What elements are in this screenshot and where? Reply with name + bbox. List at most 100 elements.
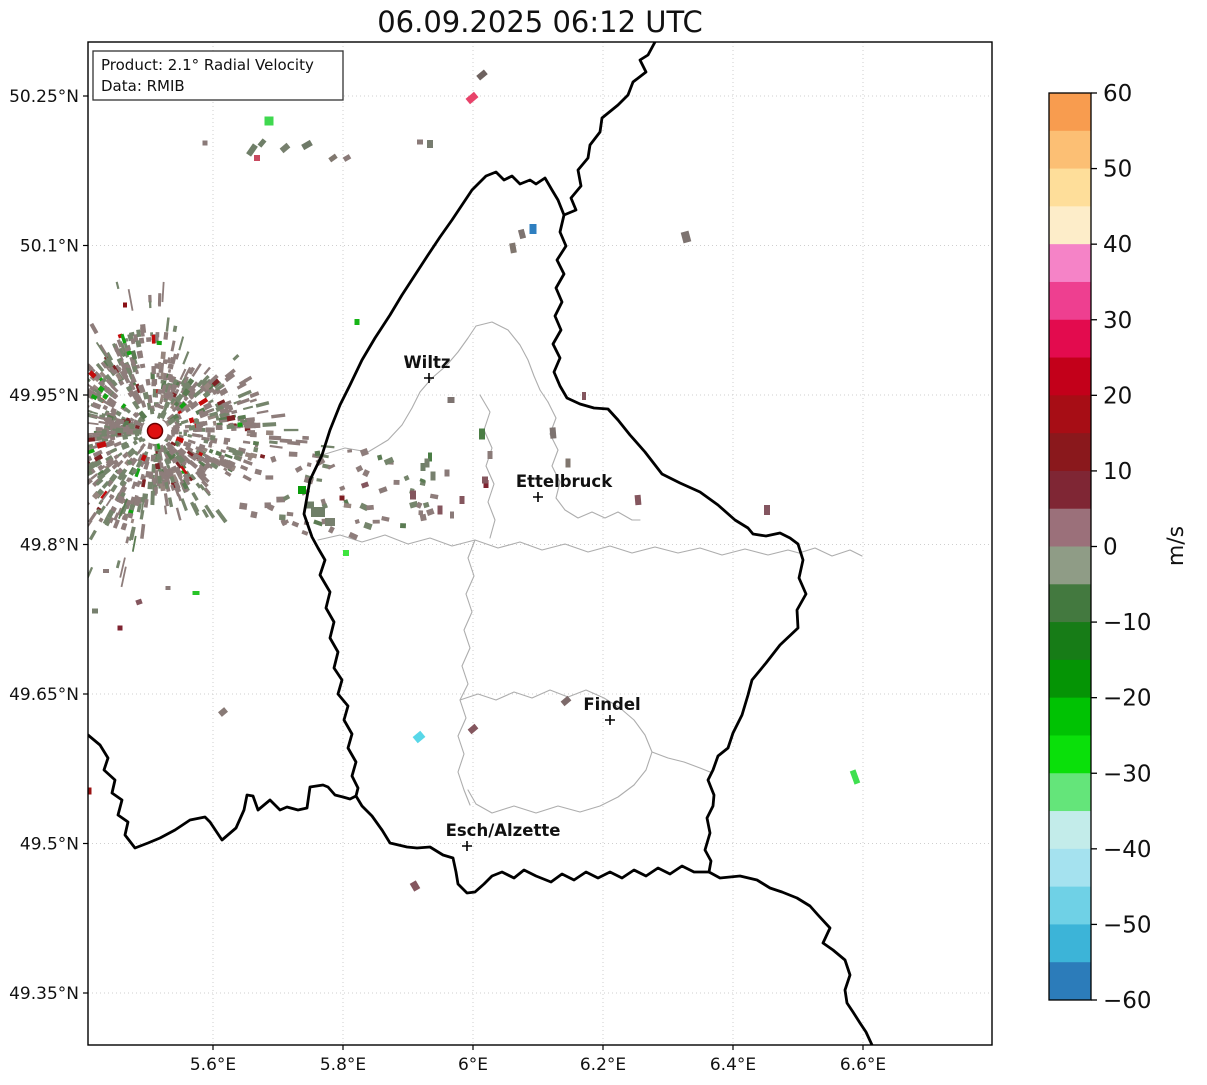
- echo-speckle: [403, 475, 410, 482]
- colorbar-band: [1049, 848, 1091, 888]
- echo-speckle: [83, 441, 88, 446]
- echo-speckle: [38, 363, 52, 372]
- echo-speckle: [262, 422, 277, 427]
- echo-speckle: [409, 880, 421, 892]
- echo-speckle: [129, 380, 136, 391]
- city-plus-marker: [462, 841, 472, 851]
- echo-speckle: [239, 502, 248, 510]
- echo-speckle: [111, 420, 116, 426]
- echo-speckle: [101, 480, 110, 490]
- echo-speckle: [255, 400, 270, 408]
- echo-speckle: [110, 410, 117, 418]
- echo-speckle: [422, 501, 430, 509]
- echo-speckle: [232, 449, 239, 456]
- echo-speckle: [98, 517, 104, 523]
- colorbar-tick-label: 10: [1103, 459, 1132, 485]
- echo-speckle: [74, 493, 82, 500]
- colorbar-band: [1049, 962, 1091, 1001]
- echo-speckle: [153, 487, 158, 494]
- echo-speckle: [112, 369, 119, 376]
- echo-speckle: [106, 509, 115, 519]
- echo-speckle: [116, 459, 124, 468]
- echo-speckle: [65, 524, 76, 536]
- echo-speckle: [164, 457, 172, 466]
- echo-speckle: [133, 436, 139, 441]
- colorbar-tick-label: 20: [1103, 383, 1132, 409]
- echo-speckle: [106, 416, 113, 423]
- echo-speckle: [127, 344, 132, 351]
- echo-speckle: [420, 463, 426, 471]
- echo-speckle: [301, 529, 309, 536]
- echo-speckle: [102, 516, 109, 525]
- echo-speckle: [163, 400, 171, 409]
- echo-speckle: [108, 517, 115, 524]
- echo-speckle: [54, 513, 61, 520]
- echo-speckle: [221, 400, 232, 407]
- lon-tick-label: 5.8°E: [320, 1055, 366, 1075]
- echo-speckle: [479, 428, 485, 440]
- colorbar-band: [1049, 433, 1091, 472]
- echo-speckle: [167, 417, 176, 426]
- echo-speckle: [359, 502, 369, 512]
- echo-speckle: [188, 366, 196, 375]
- echo-speckle: [347, 449, 353, 453]
- echo-speckle: [70, 473, 84, 484]
- echo-speckle: [183, 376, 189, 384]
- echo-speckle: [215, 405, 225, 413]
- city-markers: Wiltz Ettelbruck Findel Esch/Alzette: [403, 353, 641, 851]
- echo-speckle: [348, 531, 359, 541]
- echo-speckle: [54, 353, 61, 360]
- echo-speckle: [223, 467, 228, 472]
- colorbar-band: [1049, 697, 1091, 736]
- echo-speckle: [204, 454, 215, 464]
- echo-speckle: [17, 430, 31, 432]
- colorbar-tick-label: −50: [1103, 912, 1152, 938]
- echo-speckle: [21, 408, 40, 413]
- echo-speckle: [125, 385, 133, 392]
- echo-speckle: [165, 450, 175, 461]
- echo-speckle: [354, 519, 360, 525]
- plot-area: [88, 42, 992, 1045]
- echo-speckle: [355, 465, 364, 473]
- echo-speckle: [96, 441, 107, 449]
- echo-speckle: [170, 397, 176, 405]
- echo-speckle: [306, 501, 314, 509]
- echo-speckle: [88, 370, 97, 379]
- echo-speckle: [185, 407, 191, 413]
- echo-speckle: [96, 473, 104, 480]
- colorbar-band: [1049, 206, 1091, 245]
- echo-speckle: [316, 478, 323, 482]
- echo-speckle: [83, 387, 87, 391]
- echo-speckle: [179, 477, 185, 484]
- echo-speckle: [298, 486, 306, 494]
- echo-speckle: [339, 495, 345, 501]
- echo-speckle: [115, 281, 120, 290]
- colorbar-tick-label: 0: [1103, 535, 1118, 561]
- echo-speckle: [167, 363, 174, 370]
- echo-speckle: [202, 390, 211, 399]
- map-layer: Wiltz Ettelbruck Findel Esch/Alzette: [17, 42, 874, 1045]
- echo-speckle: [160, 351, 166, 360]
- echo-speckle: [161, 281, 165, 303]
- echo-speckle: [180, 498, 188, 512]
- echo-speckle: [68, 498, 74, 504]
- echo-speckle: [162, 358, 168, 365]
- product-info-box: Product: 2.1° Radial Velocity Data: RMIB: [92, 50, 344, 101]
- echo-speckle: [113, 441, 122, 448]
- echo-speckle: [116, 495, 125, 504]
- colorbar-tick-label: −10: [1103, 610, 1152, 636]
- echo-speckle: [198, 410, 210, 419]
- echo-speckle: [280, 518, 288, 527]
- lat-tick-label: 49.35°N: [9, 984, 79, 1004]
- echo-speckle: [189, 473, 197, 481]
- echo-speckle: [105, 450, 112, 456]
- echo-speckle: [163, 493, 169, 507]
- colorbar-band: [1049, 924, 1091, 963]
- echo-speckle: [88, 409, 99, 415]
- echo-speckle: [71, 459, 79, 464]
- echo-speckle: [88, 408, 89, 414]
- echo-speckle: [288, 451, 298, 457]
- echo-speckle: [264, 116, 274, 126]
- echo-speckle: [167, 497, 174, 508]
- echo-speckle: [465, 91, 479, 105]
